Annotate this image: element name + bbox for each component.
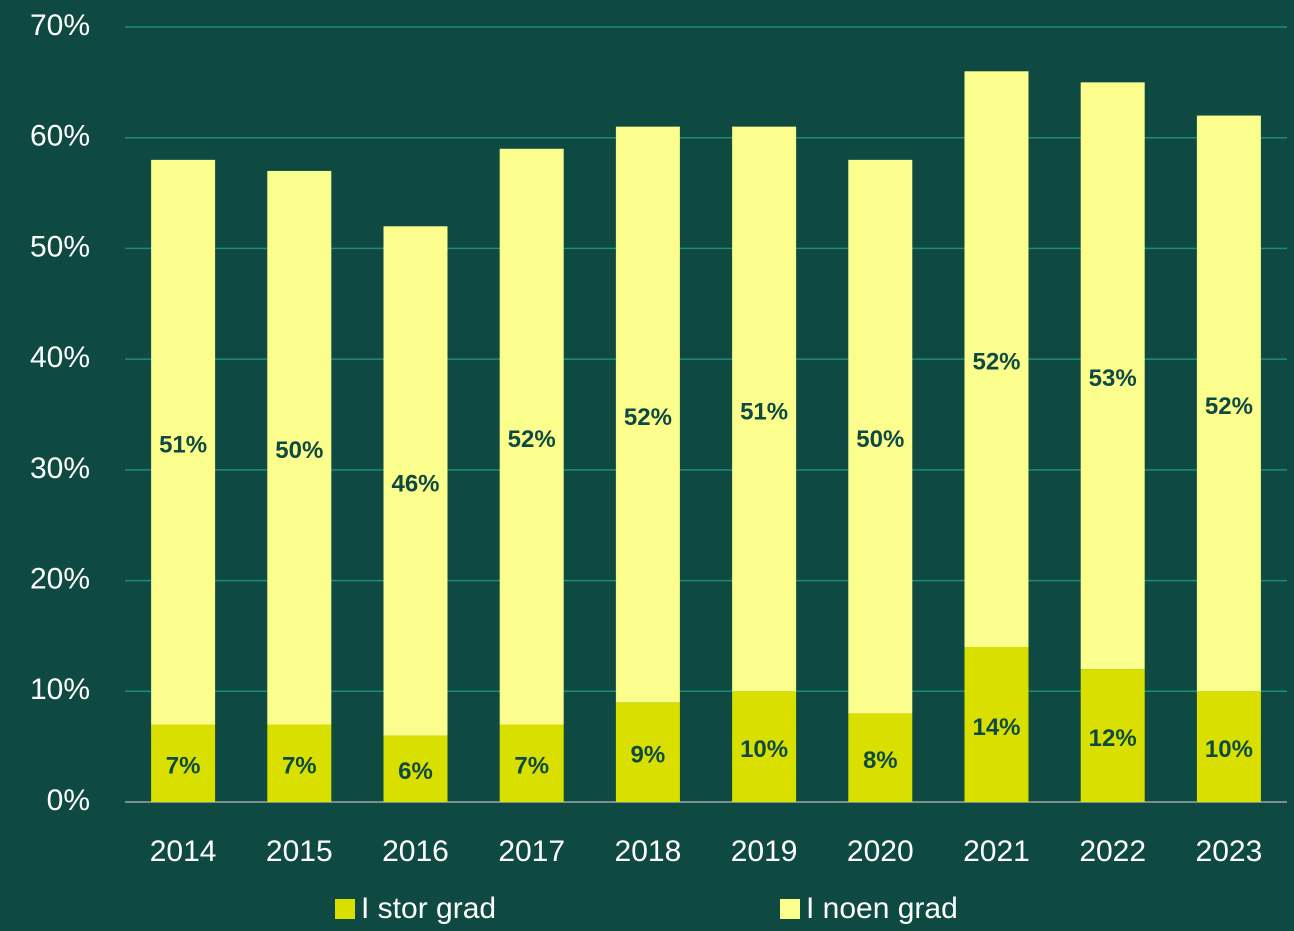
bar-segment — [1196, 115, 1261, 692]
x-tick-label: 2017 — [498, 835, 565, 868]
y-tick-label: 10% — [30, 673, 90, 706]
x-tick-label: 2020 — [847, 835, 914, 868]
value-label: 7% — [282, 753, 317, 780]
x-tick-label: 2022 — [1079, 835, 1146, 868]
y-tick-label: 20% — [30, 562, 90, 595]
bar-segment — [151, 159, 216, 725]
bar-segment — [964, 647, 1029, 802]
bar-segment — [848, 713, 913, 802]
value-label: 50% — [275, 437, 323, 464]
x-tick-label: 2018 — [615, 835, 682, 868]
value-label: 51% — [740, 398, 788, 425]
x-tick-label: 2023 — [1196, 835, 1263, 868]
y-tick-label: 30% — [30, 452, 90, 485]
x-tick-label: 2014 — [150, 835, 217, 868]
bar-segment — [732, 691, 797, 802]
x-tick-label: 2019 — [731, 835, 798, 868]
y-tick-label: 40% — [30, 341, 90, 374]
value-label: 12% — [1089, 725, 1137, 752]
x-tick-label: 2016 — [382, 835, 449, 868]
value-label: 7% — [166, 753, 201, 780]
bar-segment — [615, 702, 680, 802]
bar-segment — [267, 724, 332, 802]
legend-swatch — [780, 899, 800, 919]
value-label: 52% — [972, 348, 1020, 375]
value-label: 52% — [624, 404, 672, 431]
bar-segment — [499, 724, 564, 802]
bar-segment — [964, 71, 1029, 648]
bar-segment — [615, 126, 680, 703]
y-tick-label: 0% — [47, 784, 90, 817]
value-label: 52% — [1205, 393, 1253, 420]
y-tick-label: 50% — [30, 230, 90, 263]
y-tick-label: 70% — [30, 9, 90, 42]
legend-swatch — [335, 899, 355, 919]
bar-segment — [848, 159, 913, 714]
y-tick-label: 60% — [30, 120, 90, 153]
value-label: 52% — [508, 426, 556, 453]
value-label: 10% — [1205, 736, 1253, 763]
bar-segment — [732, 126, 797, 692]
value-label: 53% — [1089, 365, 1137, 392]
value-label: 14% — [972, 714, 1020, 741]
bar-segment — [1080, 82, 1145, 670]
legend-label: I stor grad — [361, 892, 496, 925]
value-label: 8% — [863, 747, 898, 774]
value-label: 46% — [391, 470, 439, 497]
bar-segment — [383, 226, 448, 736]
bar-segment — [1080, 669, 1145, 802]
x-tick-label: 2021 — [963, 835, 1030, 868]
value-label: 9% — [631, 742, 666, 769]
x-tick-label: 2015 — [266, 835, 333, 868]
value-label: 51% — [159, 432, 207, 459]
value-label: 6% — [398, 758, 433, 785]
bar-segment — [151, 724, 216, 802]
value-label: 10% — [740, 736, 788, 763]
value-label: 50% — [856, 426, 904, 453]
bar-segment — [267, 170, 332, 725]
legend-label: I noen grad — [806, 892, 958, 925]
bar-segment — [499, 148, 564, 725]
value-label: 7% — [514, 753, 549, 780]
bar-segment — [383, 735, 448, 802]
bar-segment — [1196, 691, 1261, 802]
